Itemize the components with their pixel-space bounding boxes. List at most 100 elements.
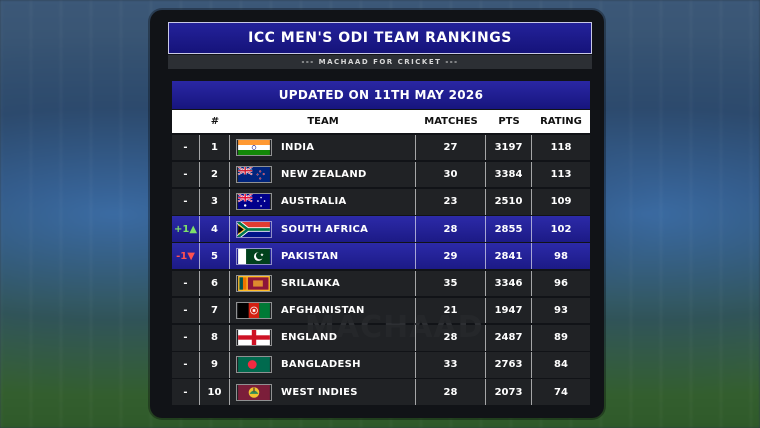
australia-flag-icon [236,193,272,211]
rank-cell: 6 [200,270,230,297]
rank-cell: 9 [200,352,230,378]
rank-movement: - [172,297,200,324]
rank-movement: - [172,134,200,161]
rank-cell: 7 [200,297,230,324]
matches-cell: 35 [416,270,486,297]
column-header-matches: MATCHES [424,116,478,127]
pakistan-flag-icon [236,247,272,265]
matches-cell: 30 [416,161,486,188]
rating-cell: 89 [532,325,590,351]
table-header: # TEAM MATCHES PTS RATING [172,110,590,133]
team-name: AFGHANISTAN [281,305,365,317]
team-name: SOUTH AFRICA [281,223,369,235]
column-header-movement [172,110,200,133]
matches-cell: 28 [416,216,486,242]
team-name: ENGLAND [281,332,338,344]
rating-cell: 93 [532,297,590,324]
west-indies-flag-icon [236,383,272,401]
team-name: BANGLADESH [281,359,361,371]
team-name: AUSTRALIA [281,196,347,208]
rating-cell: 74 [532,379,590,405]
pts-cell: 2510 [486,189,532,215]
rank-cell: 8 [200,325,230,351]
rating-cell: 96 [532,270,590,297]
table-row: - 7 AFGHANISTAN 21 1947 93 [172,297,590,324]
rating-cell: 109 [532,189,590,215]
rank-cell: 5 [200,243,230,269]
table-row: - 9 BANGLADESH 33 2763 84 [172,352,590,378]
team-cell: AFGHANISTAN [230,297,416,324]
rank-cell: 3 [200,189,230,215]
rank-cell: 2 [200,161,230,188]
india-flag-icon [236,138,272,156]
table-row: - 2 NEW ZEALAND 30 3384 113 [172,161,590,188]
rank-movement: - [172,379,200,405]
team-name: INDIA [281,141,315,153]
pts-cell: 2763 [486,352,532,378]
team-cell: BANGLADESH [230,352,416,378]
south-africa-flag-icon [236,220,272,238]
team-name: SRILANKA [281,277,340,289]
table-row: - 1 INDIA 27 3197 118 [172,134,590,161]
pts-cell: 2855 [486,216,532,242]
team-cell: AUSTRALIA [230,189,416,215]
pts-cell: 3197 [486,134,532,161]
table-row: - 6 SRILANKA 35 3346 96 [172,270,590,297]
rank-cell: 4 [200,216,230,242]
matches-cell: 28 [416,379,486,405]
column-header-rank: # [210,116,220,127]
team-name: WEST INDIES [281,386,358,398]
bangladesh-flag-icon [236,356,272,374]
team-cell: ENGLAND [230,325,416,351]
table-row: - 10 WEST INDIES 28 2073 74 [172,379,590,405]
rating-cell: 102 [532,216,590,242]
rating-cell: 118 [532,134,590,161]
pts-cell: 3346 [486,270,532,297]
rank-cell: 10 [200,379,230,405]
rank-movement: - [172,189,200,215]
rating-cell: 98 [532,243,590,269]
team-name: PAKISTAN [281,250,339,262]
page-title: ICC MEN'S ODI TEAM RANKINGS [168,22,592,54]
matches-cell: 28 [416,325,486,351]
rank-movement: - [172,161,200,188]
column-header-team: TEAM [307,116,339,127]
rating-cell: 84 [532,352,590,378]
team-cell: WEST INDIES [230,379,416,405]
team-cell: SRILANKA [230,270,416,297]
rating-cell: 113 [532,161,590,188]
team-cell: NEW ZEALAND [230,161,416,188]
matches-cell: 23 [416,189,486,215]
pts-cell: 1947 [486,297,532,324]
table-row: - 8 ENGLAND 28 2487 89 [172,325,590,351]
matches-cell: 21 [416,297,486,324]
new-zealand-flag-icon [236,166,272,184]
table-row: - 3 AUSTRALIA 23 2510 109 [172,189,590,215]
table-row: -1▼ 5 PAKISTAN 29 2841 98 [172,243,590,269]
column-header-pts: PTS [498,116,520,127]
england-flag-icon [236,329,272,347]
afghanistan-flag-icon [236,302,272,320]
rank-movement: - [172,270,200,297]
pts-cell: 2841 [486,243,532,269]
rank-movement: -1▼ [172,243,200,269]
pts-cell: 3384 [486,161,532,188]
table-row: +1▲ 4 SOUTH AFRICA 28 2855 102 [172,216,590,242]
matches-cell: 33 [416,352,486,378]
matches-cell: 27 [416,134,486,161]
matches-cell: 29 [416,243,486,269]
rank-movement: - [172,325,200,351]
sri-lanka-flag-icon [236,274,272,292]
updated-date-banner: UPDATED ON 11TH MAY 2026 [172,81,590,109]
rank-movement: +1▲ [172,216,200,242]
pts-cell: 2487 [486,325,532,351]
team-cell: SOUTH AFRICA [230,216,416,242]
team-name: NEW ZEALAND [281,169,367,181]
pts-cell: 2073 [486,379,532,405]
rank-cell: 1 [200,134,230,161]
team-cell: INDIA [230,134,416,161]
team-cell: PAKISTAN [230,243,416,269]
rank-movement: - [172,352,200,378]
column-header-rating: RATING [540,116,582,127]
rankings-table: # TEAM MATCHES PTS RATING - 1 INDIA 27 3… [172,110,590,405]
